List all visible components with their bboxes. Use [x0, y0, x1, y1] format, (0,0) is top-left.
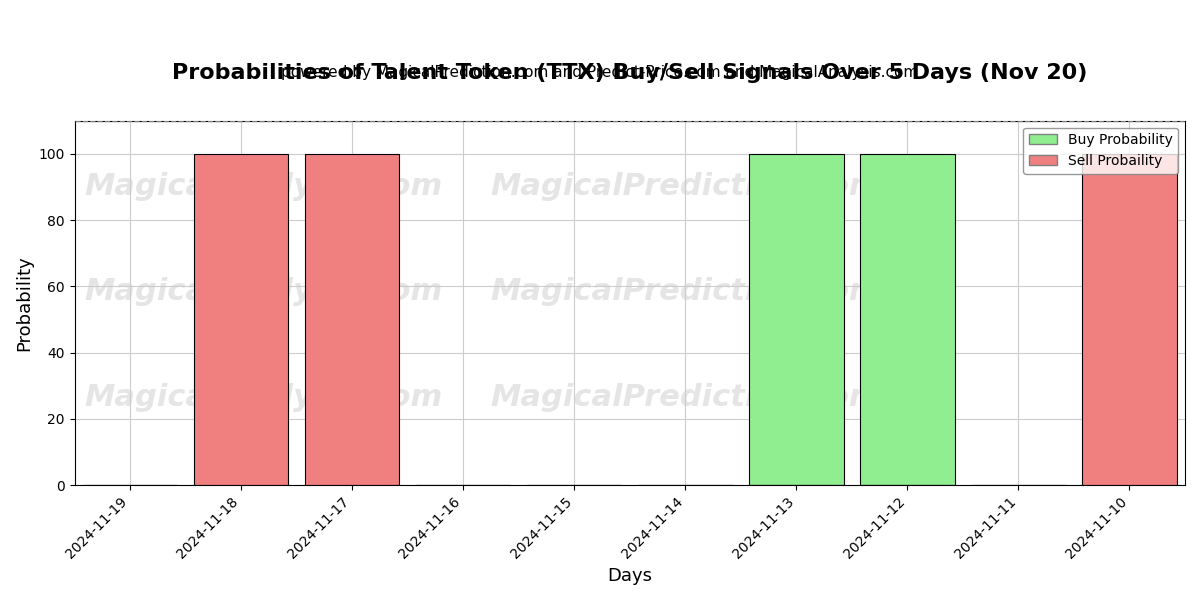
Bar	[194, 154, 288, 485]
Text: MagicalPrediction.com: MagicalPrediction.com	[490, 277, 881, 307]
Text: MagicalPrediction.com: MagicalPrediction.com	[490, 383, 881, 412]
Text: MagicalPrediction.com: MagicalPrediction.com	[490, 172, 881, 201]
Title: Probabilities of Talent Token (TTX) Buy/Sell Signals Over 5 Days (Nov 20): Probabilities of Talent Token (TTX) Buy/…	[172, 63, 1087, 83]
Bar	[860, 154, 955, 485]
Bar	[1082, 154, 1177, 485]
Bar	[305, 154, 400, 485]
Text: powered by MagicalPrediction.com and Predict-Price.com and MagicalAnalysis.com: powered by MagicalPrediction.com and Pre…	[281, 64, 919, 79]
X-axis label: Days: Days	[607, 567, 653, 585]
Text: MagicalAnalysis.com: MagicalAnalysis.com	[84, 172, 443, 201]
Text: MagicalAnalysis.com: MagicalAnalysis.com	[84, 383, 443, 412]
Bar	[749, 154, 844, 485]
Legend: Buy Probability, Sell Probaility: Buy Probability, Sell Probaility	[1024, 128, 1178, 173]
Y-axis label: Probability: Probability	[16, 255, 34, 351]
Text: MagicalAnalysis.com: MagicalAnalysis.com	[84, 277, 443, 307]
